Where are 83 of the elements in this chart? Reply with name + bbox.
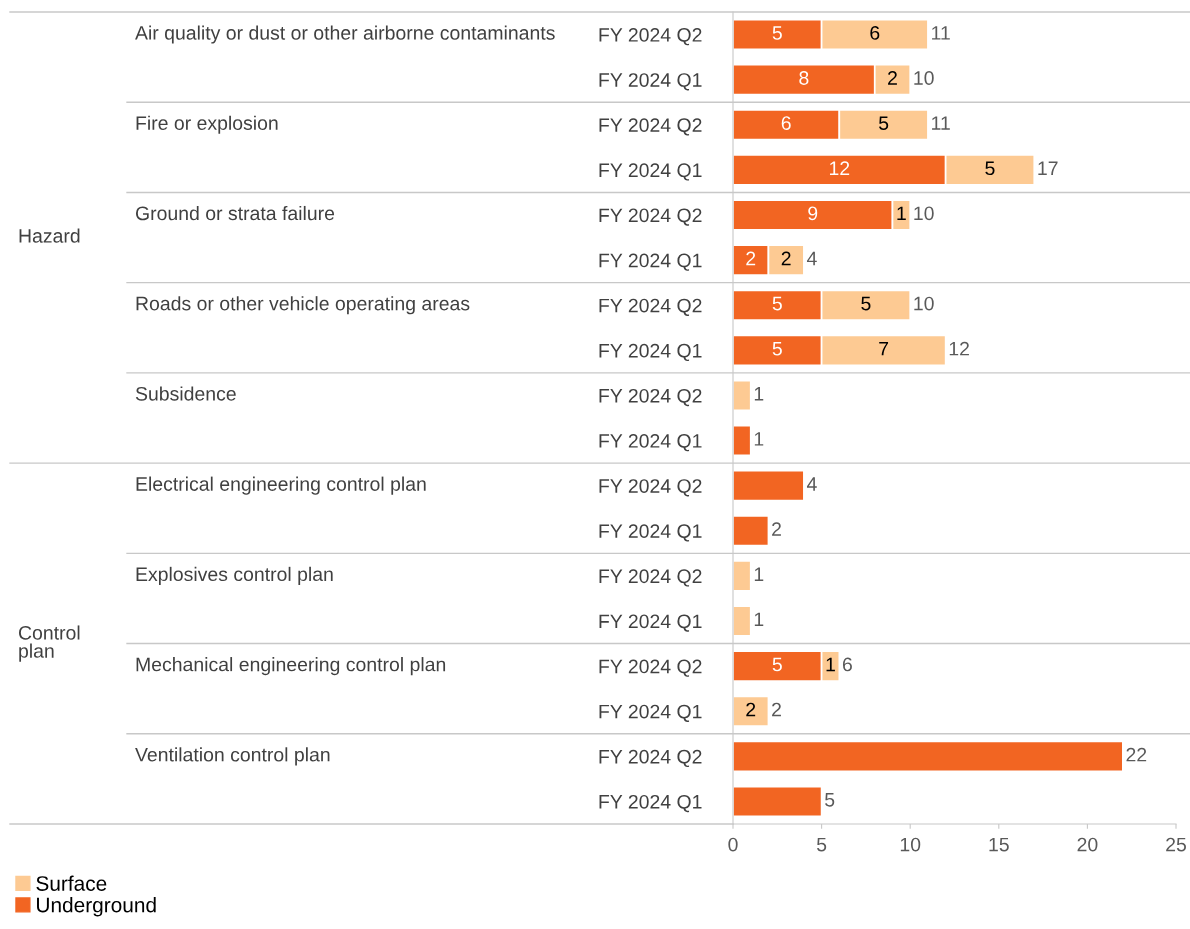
total-label: 6: [842, 657, 852, 672]
text: Electrical engineering control plan: [136, 476, 426, 495]
data-label: 2: [888, 71, 897, 85]
x-tick-label: 0: [728, 837, 738, 852]
bar: [733, 424, 752, 457]
x-tick-label: 15: [989, 837, 1009, 852]
text: Hazard: [19, 228, 80, 243]
data-label: 9: [808, 206, 818, 221]
data-label: 5: [878, 116, 889, 130]
data-label: 2: [746, 702, 756, 717]
y-tick-label: FY 2024 Q1: [599, 73, 702, 91]
data-label: 5: [985, 161, 995, 176]
total-label: 1: [754, 612, 764, 627]
total-label: 10: [914, 71, 934, 85]
legend-label: Surface: [36, 875, 107, 891]
x-tick-label: 10: [900, 837, 921, 852]
total-label: 4: [806, 477, 817, 491]
total-label: 12: [949, 341, 969, 356]
bar: [733, 785, 823, 818]
y-tick-label: FY 2024 Q1: [599, 253, 702, 271]
text: Ventilation control plan: [135, 747, 330, 766]
total-label: 11: [932, 116, 950, 130]
data-label: 1: [897, 206, 906, 221]
y-tick-label: FY 2024 Q2: [599, 479, 702, 497]
total-label: 17: [1038, 161, 1058, 175]
data-label: 2: [746, 251, 756, 266]
text: Explosives control plan: [136, 566, 333, 585]
bar: [733, 469, 805, 502]
data-label: 5: [772, 296, 782, 311]
data-label: 6: [870, 26, 880, 40]
x-tick-label: 25: [1166, 837, 1186, 852]
total-label: 1: [754, 387, 764, 401]
total-label: 11: [932, 26, 950, 40]
y-tick-label: FY 2024 Q1: [599, 704, 702, 722]
data-label: 5: [772, 341, 782, 356]
y-tick-label: FY 2024 Q1: [599, 343, 702, 362]
data-label: 2: [781, 251, 791, 266]
bar: [733, 605, 752, 637]
y-tick-label: FY 2024 Q2: [599, 28, 702, 46]
y-tick-label: FY 2024 Q1: [599, 434, 702, 452]
total-label: 10: [914, 206, 934, 221]
total-label: 1: [754, 567, 764, 581]
bar: [733, 560, 752, 592]
y-tick-label: FY 2024 Q2: [599, 118, 702, 136]
bar: [733, 379, 752, 412]
data-label: 7: [879, 341, 889, 356]
y-tick-label: FY 2024 Q2: [599, 388, 702, 407]
text: Mechanical engineering control plan: [136, 657, 446, 676]
y-tick-label: FY 2024 Q2: [599, 298, 702, 316]
data-label: 12: [829, 161, 850, 175]
text: Ground or strata failure: [135, 205, 335, 221]
y-tick-label: FY 2024 Q1: [599, 163, 702, 181]
legend-label: Underground: [37, 897, 156, 917]
y-tick-label: FY 2024 Q2: [599, 659, 702, 677]
text: Control plan: [18, 625, 80, 662]
text: Air quality or dust or other airborne contaminants: [135, 25, 555, 44]
data-label: 8: [799, 71, 809, 85]
x-tick-label: 5: [816, 837, 827, 852]
total-label: 2: [772, 702, 781, 717]
text: Roads or other vehicle operating areas: [136, 296, 470, 315]
y-tick-label: FY 2024 Q2: [599, 569, 702, 587]
bar: [733, 515, 770, 547]
total-label: 2: [772, 522, 781, 536]
data-label: 1: [826, 657, 835, 672]
data-label: 6: [781, 116, 791, 130]
total-label: 10: [914, 296, 934, 311]
total-label: 22: [1126, 747, 1147, 762]
bar: [733, 740, 1124, 773]
data-label: 5: [772, 657, 782, 672]
x-tick-label: 20: [1077, 837, 1098, 852]
data-label: 5: [861, 296, 871, 311]
total-label: 5: [825, 793, 835, 807]
total-label: 1: [754, 432, 764, 446]
y-tick-label: FY 2024 Q1: [599, 614, 702, 632]
data-label: 5: [772, 26, 782, 40]
total-label: 4: [806, 251, 817, 266]
text: Fire or explosion: [136, 115, 278, 134]
text: Subsidence: [135, 386, 236, 401]
y-tick-label: FY 2024 Q2: [599, 749, 702, 768]
y-tick-label: FY 2024 Q2: [599, 208, 702, 226]
y-tick-label: FY 2024 Q1: [599, 524, 702, 542]
y-tick-label: FY 2024 Q1: [599, 794, 702, 813]
bar: [733, 695, 770, 727]
